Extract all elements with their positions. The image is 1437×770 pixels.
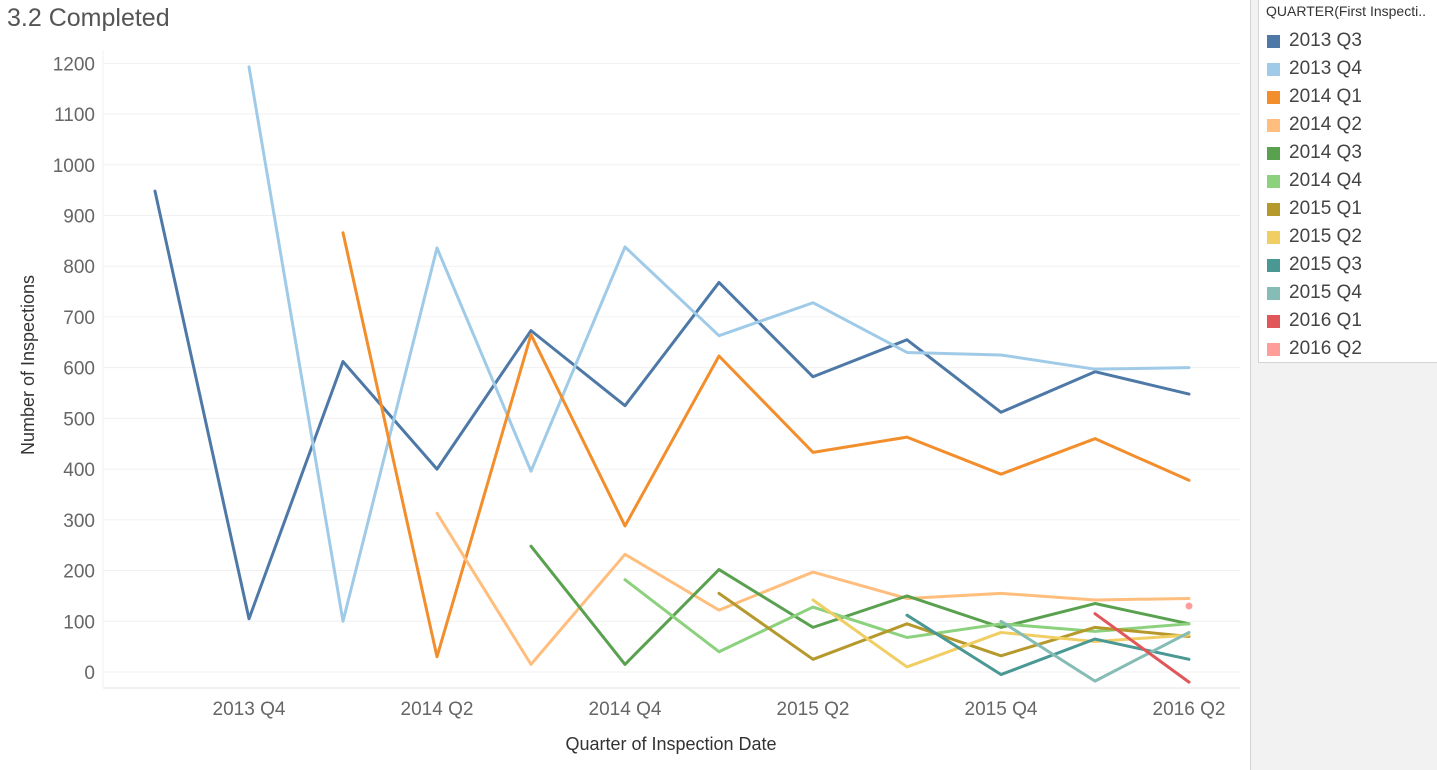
y-tick-label: 500: [63, 409, 95, 430]
legend-label: 2016 Q1: [1289, 310, 1362, 331]
legend-item[interactable]: 2015 Q3: [1259, 251, 1437, 279]
series-line-2013-q3[interactable]: [153, 189, 1191, 621]
legend-swatch: [1267, 342, 1280, 356]
y-tick-label: 900: [63, 206, 95, 227]
y-tick-label: 800: [63, 257, 95, 278]
legend-item[interactable]: 2016 Q2: [1259, 335, 1437, 363]
y-tick-label: 1100: [54, 105, 95, 126]
y-axis-label: Number of Inspections: [18, 275, 38, 455]
series-line-2015-q1[interactable]: [717, 591, 1191, 661]
series-line-2014-q2[interactable]: [435, 511, 1191, 666]
legend-label: 2014 Q2: [1289, 114, 1362, 135]
legend-label: 2015 Q4: [1289, 282, 1362, 303]
y-tick-label: 300: [63, 511, 95, 532]
y-tick-label: 1200: [53, 54, 95, 75]
legend-label: 2015 Q2: [1289, 226, 1362, 247]
legend-swatch: [1267, 34, 1280, 48]
series-line-2015-q3[interactable]: [905, 613, 1191, 677]
legend-label: 2014 Q3: [1289, 142, 1362, 163]
legend-label: 2013 Q4: [1289, 58, 1362, 79]
y-axis-ticks: 0 100 200 300 400 500 600 700 800 900 1000 1100 1200: [53, 54, 95, 684]
x-tick-label: 2014 Q2: [401, 699, 474, 720]
y-tick-label: 100: [63, 612, 95, 633]
series-line-2015-q4[interactable]: [999, 619, 1191, 683]
series-line-2016-q1[interactable]: [1093, 612, 1191, 684]
legend-swatch: [1267, 258, 1280, 272]
legend-title: QUARTER(First Inspecti..: [1266, 3, 1426, 19]
legend-swatch: [1267, 314, 1280, 328]
legend-label: 2014 Q4: [1289, 170, 1362, 191]
line-chart: 0 100 200 300 400 500 600 700 800 900 1000 1100 1200…: [18, 50, 1240, 754]
y-tick-label: 0: [84, 663, 95, 684]
series-line-2014-q3[interactable]: [529, 544, 1191, 666]
legend-item[interactable]: 2015 Q1: [1259, 195, 1437, 223]
legend-label: 2015 Q1: [1289, 198, 1362, 219]
legend-item[interactable]: 2014 Q3: [1259, 139, 1437, 167]
x-tick-label: 2015 Q2: [777, 699, 850, 720]
legend-swatch: [1267, 202, 1280, 216]
y-tick-label: 1000: [53, 156, 95, 177]
y-tick-label: 700: [63, 308, 95, 329]
series-line-2013-q4[interactable]: [247, 65, 1191, 623]
legend-label: 2016 Q2: [1289, 338, 1362, 359]
legend-item[interactable]: 2013 Q3: [1259, 27, 1437, 55]
series-line-2015-q2[interactable]: [811, 598, 1191, 669]
x-axis-ticks: 2013 Q4 2014 Q2 2014 Q4 2015 Q2 2015 Q4 2016 …: [213, 699, 1226, 720]
x-axis-label: Quarter of Inspection Date: [565, 734, 776, 754]
y-tick-label: 600: [63, 359, 95, 380]
series-lines: [153, 65, 1193, 684]
legend-label: 2014 Q1: [1289, 86, 1362, 107]
legend-swatch: [1267, 90, 1280, 104]
legend-swatch: [1267, 286, 1280, 300]
legend-label: 2013 Q3: [1289, 30, 1362, 51]
legend-item[interactable]: 2016 Q1: [1259, 307, 1437, 335]
legend-item[interactable]: 2015 Q4: [1259, 279, 1437, 307]
x-tick-label: 2016 Q2: [1153, 699, 1226, 720]
x-tick-label: 2014 Q4: [589, 699, 662, 720]
legend-item[interactable]: 2014 Q1: [1259, 83, 1437, 111]
legend-swatch: [1267, 146, 1280, 160]
legend-swatch: [1267, 118, 1280, 132]
legend-swatch: [1267, 62, 1280, 76]
legend-item[interactable]: 2014 Q4: [1259, 167, 1437, 195]
legend-swatch: [1267, 174, 1280, 188]
legend-swatch: [1267, 230, 1280, 244]
x-tick-label: 2013 Q4: [213, 699, 286, 720]
legend-item[interactable]: 2013 Q4: [1259, 55, 1437, 83]
legend[interactable]: QUARTER(First Inspecti.. 2013 Q3 2013 Q4 2…: [1258, 0, 1437, 363]
gridlines: [102, 50, 1240, 689]
y-tick-label: 400: [63, 460, 95, 481]
series-line-2014-q4[interactable]: [623, 578, 1191, 654]
legend-item[interactable]: 2015 Q2: [1259, 223, 1437, 251]
legend-label: 2015 Q3: [1289, 254, 1362, 275]
series-point-2016-q2[interactable]: [1185, 602, 1193, 610]
chart-title: 3.2 Completed: [7, 4, 170, 32]
legend-item[interactable]: 2014 Q2: [1259, 111, 1437, 139]
y-tick-label: 200: [63, 562, 95, 583]
series-line-2014-q1[interactable]: [341, 231, 1191, 659]
x-tick-label: 2015 Q4: [965, 699, 1038, 720]
